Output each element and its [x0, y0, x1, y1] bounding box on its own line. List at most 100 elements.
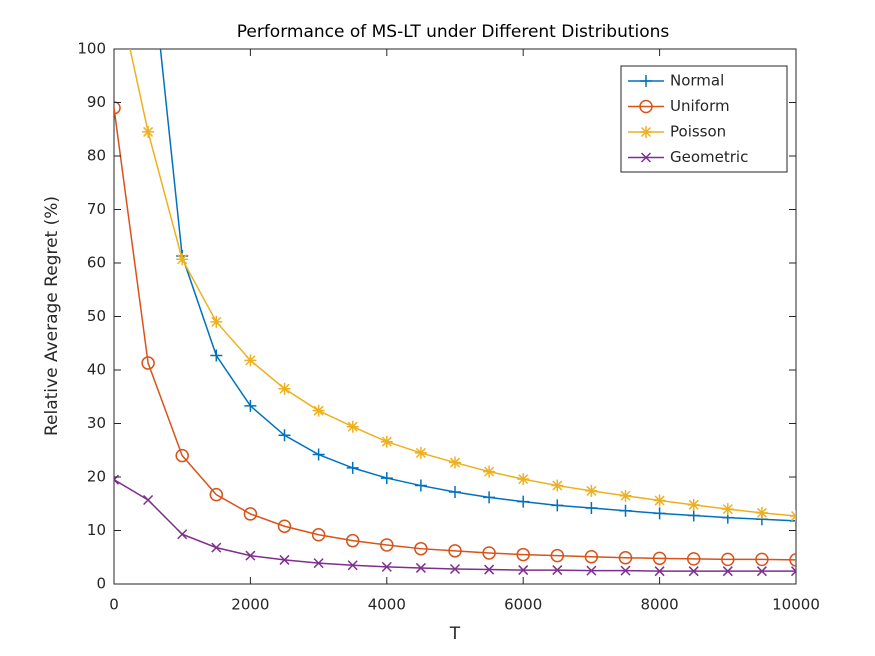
marker [484, 564, 495, 575]
marker [312, 448, 325, 461]
series-line [114, 107, 796, 561]
marker [175, 448, 189, 463]
legend-marker [639, 99, 653, 114]
marker [414, 446, 427, 459]
marker [585, 502, 598, 515]
marker [518, 565, 529, 576]
marker [551, 479, 564, 492]
marker [517, 495, 530, 508]
marker [449, 485, 461, 498]
marker [687, 509, 700, 522]
x-tick-label: 4000 [368, 596, 406, 614]
marker [686, 552, 701, 566]
marker [551, 499, 564, 512]
marker [586, 565, 597, 576]
marker [176, 253, 189, 266]
legend-label: Normal [670, 72, 724, 90]
marker [244, 354, 257, 367]
marker [790, 510, 796, 523]
marker [449, 456, 461, 469]
marker [209, 487, 224, 502]
marker [414, 541, 428, 556]
marker [482, 546, 496, 560]
marker [312, 404, 325, 417]
y-tick-label: 60 [87, 254, 106, 272]
y-axis-label: Relative Average Regret (%) [42, 196, 62, 436]
marker [584, 549, 599, 564]
y-tick-label: 40 [87, 361, 106, 379]
legend-marker [640, 126, 652, 138]
legend-marker [640, 152, 652, 163]
marker [687, 498, 700, 511]
marker [177, 529, 188, 540]
marker [277, 519, 292, 533]
legend-label: Poisson [670, 123, 726, 141]
marker [652, 551, 667, 566]
marker [449, 563, 461, 575]
marker [721, 552, 735, 567]
marker [619, 504, 632, 517]
x-tick-label: 8000 [641, 596, 679, 614]
y-tick-label: 50 [87, 307, 106, 325]
x-axis-label: T [449, 624, 461, 644]
marker [346, 461, 359, 474]
marker [243, 507, 258, 521]
marker [143, 494, 154, 506]
marker [653, 494, 666, 507]
marker [722, 566, 733, 577]
marker [381, 561, 392, 572]
plot-lines [114, 49, 796, 577]
marker [141, 356, 155, 370]
marker [654, 566, 665, 577]
marker [448, 544, 462, 558]
marker [278, 429, 291, 442]
marker [483, 465, 496, 478]
y-tick-label: 80 [87, 147, 106, 165]
y-tick-label: 0 [96, 575, 106, 593]
x-tick-label: 10000 [772, 596, 820, 614]
marker [311, 528, 326, 542]
marker [245, 550, 256, 561]
x-tick-label: 2000 [231, 596, 269, 614]
y-tick-label: 90 [87, 93, 106, 111]
marker [211, 542, 222, 553]
y-tick-label: 70 [87, 200, 106, 218]
marker [620, 565, 631, 576]
x-tick-label: 6000 [504, 596, 542, 614]
x-tick-label: 0 [109, 596, 119, 614]
legend-marker [640, 75, 652, 87]
marker [755, 506, 768, 519]
marker [380, 435, 393, 448]
legend-label: Geometric [670, 148, 748, 166]
marker [313, 558, 324, 569]
marker [347, 560, 358, 571]
marker [380, 472, 393, 485]
marker [552, 565, 563, 576]
marker [550, 548, 565, 563]
marker [790, 566, 796, 577]
legend-label: Uniform [670, 97, 730, 115]
marker [414, 479, 427, 492]
marker [483, 491, 496, 504]
marker [688, 566, 699, 577]
y-tick-label: 10 [87, 521, 106, 539]
marker [380, 538, 394, 552]
marker [210, 349, 223, 362]
marker [345, 533, 360, 548]
marker [279, 554, 290, 565]
marker [210, 315, 223, 328]
marker [142, 125, 155, 138]
marker [789, 553, 796, 567]
marker [756, 566, 767, 577]
y-tick-label: 100 [77, 40, 106, 58]
marker [244, 399, 257, 412]
marker [653, 507, 666, 520]
marker [517, 473, 530, 486]
marker [114, 101, 121, 115]
marker [618, 551, 633, 565]
chart-title: Performance of MS-LT under Different Dis… [237, 22, 670, 42]
marker [346, 420, 359, 433]
marker [585, 484, 598, 497]
marker [755, 552, 769, 567]
